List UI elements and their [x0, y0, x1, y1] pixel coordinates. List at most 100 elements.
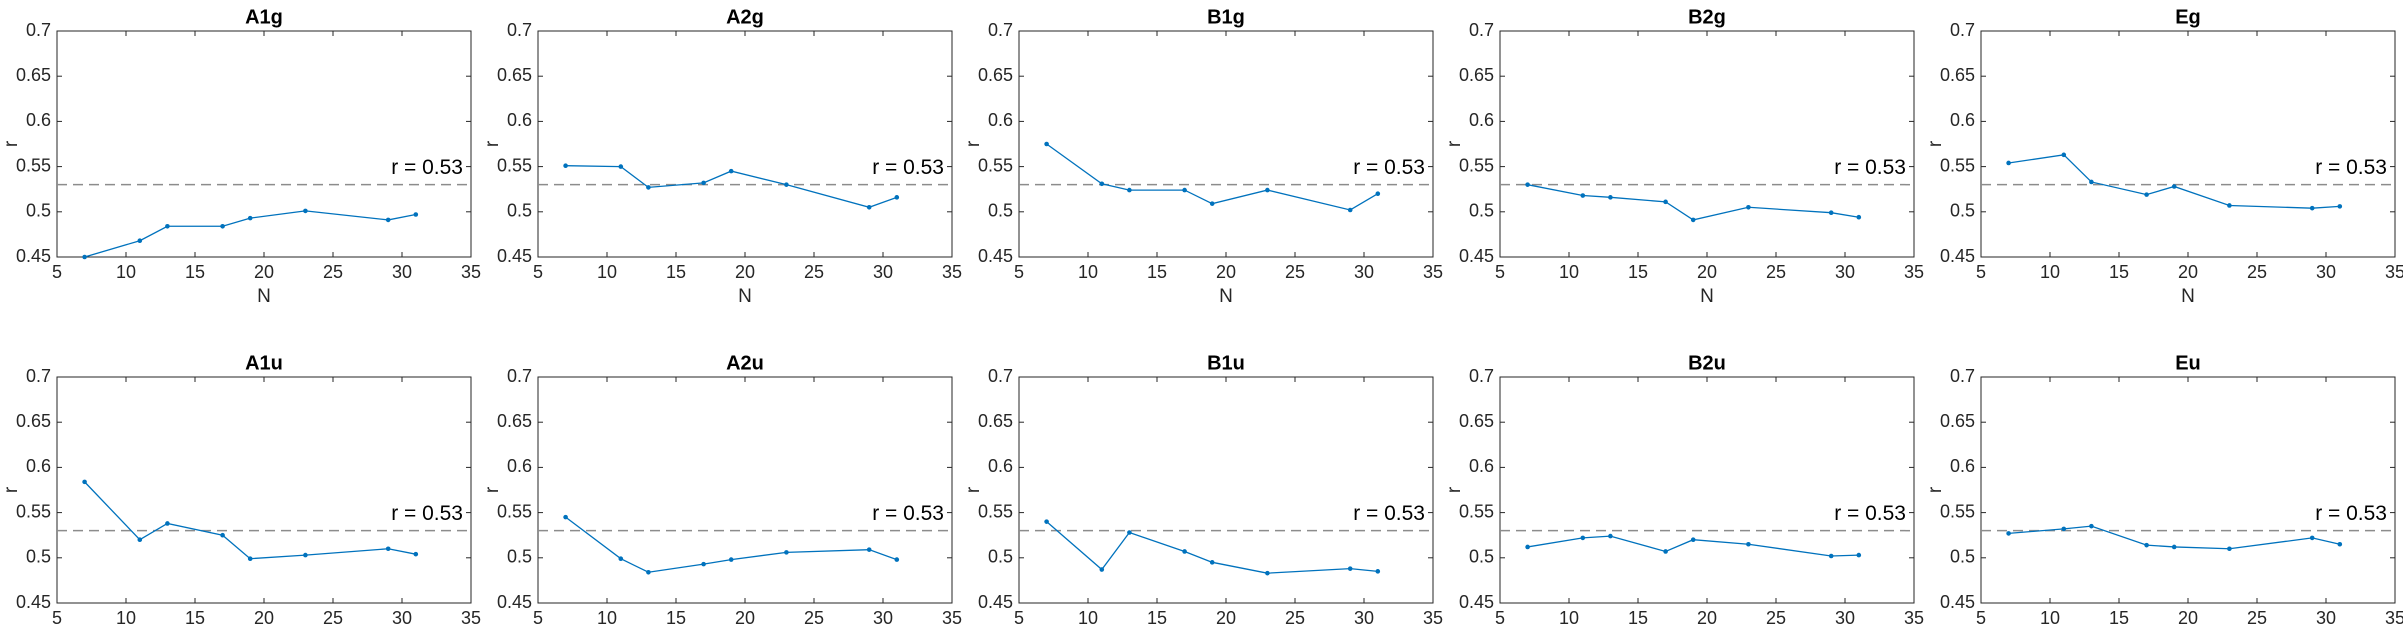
- data-point: [646, 569, 651, 575]
- x-tick-label: 10: [2040, 608, 2060, 625]
- data-point: [303, 552, 308, 558]
- y-tick-label: 0.7: [507, 20, 532, 40]
- subplot: 5 10 15 20 25 30 35 0.45 0.5 0.55 0.6 0.65 0.7 Eg Nr r …: [1925, 6, 2403, 307]
- x-tick-label: 20: [2178, 262, 2198, 282]
- data-point: [303, 208, 308, 214]
- data-line: [1527, 535, 1859, 557]
- y-tick-label: 0.7: [1950, 366, 1975, 386]
- data-point: [1690, 217, 1696, 223]
- data-point: [1525, 544, 1530, 550]
- y-tick-label: 0.7: [1469, 20, 1494, 40]
- data-point: [784, 550, 789, 555]
- data-point: [701, 180, 706, 186]
- y-tick-label: 0.55: [1459, 501, 1494, 521]
- y-axis-label: r: [1925, 486, 1946, 493]
- x-tick-label: 35: [1423, 608, 1443, 625]
- data-point: [618, 556, 624, 562]
- y-tick-label: 0.6: [1469, 110, 1494, 130]
- x-axis-label: N: [2181, 286, 2195, 307]
- x-tick-label: 30: [1354, 608, 1374, 625]
- data-point: [2337, 204, 2343, 209]
- axes-box: [56, 30, 472, 258]
- y-tick-label: 0.7: [988, 20, 1013, 40]
- y-tick-label: 0.45: [1940, 246, 1975, 266]
- y-tick-label: 0.45: [1459, 592, 1494, 612]
- y-tick-label: 0.6: [507, 110, 532, 130]
- y-tick-label: 0.45: [978, 246, 1013, 266]
- y-axis-label: r: [1, 486, 22, 493]
- data-point: [1746, 204, 1751, 210]
- annotation: r = 0.53: [2315, 156, 2387, 179]
- annotation: r = 0.53: [1834, 502, 1906, 525]
- y-tick-label: 0.55: [16, 155, 51, 175]
- x-tick-label: 25: [1285, 608, 1305, 625]
- data-point: [1828, 210, 1834, 216]
- data-point: [1044, 519, 1049, 524]
- data-point: [2089, 179, 2094, 185]
- x-tick-label: 30: [873, 608, 893, 625]
- y-tick-label: 0.7: [507, 366, 532, 386]
- y-tick-label: 0.7: [26, 20, 51, 40]
- data-point: [2309, 205, 2315, 211]
- y-tick-label: 0.5: [26, 201, 51, 221]
- data-point: [385, 217, 391, 223]
- y-tick-label: 0.6: [1950, 456, 1975, 476]
- x-tick-label: 15: [185, 608, 205, 625]
- subplot-title: B2u: [1688, 352, 1726, 374]
- axes-box: [56, 376, 472, 604]
- subplot: 51015202530350.450.50.550.60.650.7B1uNrr…: [963, 352, 1443, 625]
- subplot-title: Eg: [2175, 6, 2201, 28]
- y-axis-label: r: [482, 140, 503, 147]
- axes-box: [1499, 30, 1915, 258]
- data-line: [1527, 184, 1859, 221]
- subplot-title: B1g: [1207, 6, 1245, 28]
- data-line: [565, 516, 898, 573]
- data-point: [2006, 531, 2011, 536]
- y-tick-label: 0.55: [1940, 501, 1975, 521]
- y-tick-label: 0.45: [16, 592, 51, 612]
- data-point: [866, 547, 872, 552]
- x-tick-label: 30: [1835, 262, 1855, 282]
- data-point: [385, 546, 391, 552]
- x-tick-label: 25: [323, 262, 343, 282]
- x-tick-label: 20: [1216, 262, 1236, 282]
- x-tick-label: 15: [185, 262, 205, 282]
- data-point: [1044, 141, 1049, 147]
- x-tick-label: 20: [1697, 262, 1717, 282]
- y-tick-label: 0.5: [1469, 547, 1494, 567]
- y-tick-label: 0.55: [1459, 155, 1494, 175]
- subplot-title: Eu: [2175, 352, 2201, 374]
- data-point: [894, 195, 900, 200]
- x-tick-label: 35: [1423, 262, 1443, 282]
- x-tick-label: 10: [1078, 608, 1098, 625]
- x-tick-label: 15: [666, 262, 686, 282]
- data-point: [2227, 203, 2232, 208]
- x-tick-label: 5: [52, 608, 62, 625]
- subplot: 51015202530350.450.50.550.60.650.7A2uNrr…: [482, 352, 962, 625]
- y-axis-label: r: [1925, 140, 1946, 147]
- annotation: r = 0.53: [872, 156, 944, 179]
- subplot-title: A1u: [245, 352, 283, 374]
- data-point: [137, 238, 143, 244]
- y-tick-label: 0.45: [1459, 246, 1494, 266]
- x-tick-label: 35: [461, 608, 481, 625]
- y-tick-label: 0.65: [16, 411, 51, 431]
- data-point: [2144, 192, 2149, 197]
- y-tick-label: 0.5: [1950, 201, 1975, 221]
- subplot: 51015202530350.450.50.550.60.650.7A1uNrr…: [1, 352, 481, 625]
- data-point: [2309, 535, 2315, 541]
- y-tick-label: 0.55: [497, 501, 532, 521]
- x-tick-label: 20: [1216, 608, 1236, 625]
- y-tick-label: 0.5: [1950, 547, 1975, 567]
- y-tick-label: 0.7: [1950, 20, 1975, 40]
- y-tick-label: 0.7: [26, 366, 51, 386]
- data-point: [1856, 552, 1862, 558]
- x-tick-label: 10: [597, 262, 617, 282]
- x-tick-label: 20: [254, 608, 274, 625]
- y-tick-label: 0.6: [26, 110, 51, 130]
- axes-box: [1980, 30, 2396, 258]
- x-tick-label: 5: [1014, 262, 1024, 282]
- y-tick-label: 0.65: [978, 65, 1013, 85]
- data-point: [165, 223, 170, 229]
- data-point: [894, 557, 900, 562]
